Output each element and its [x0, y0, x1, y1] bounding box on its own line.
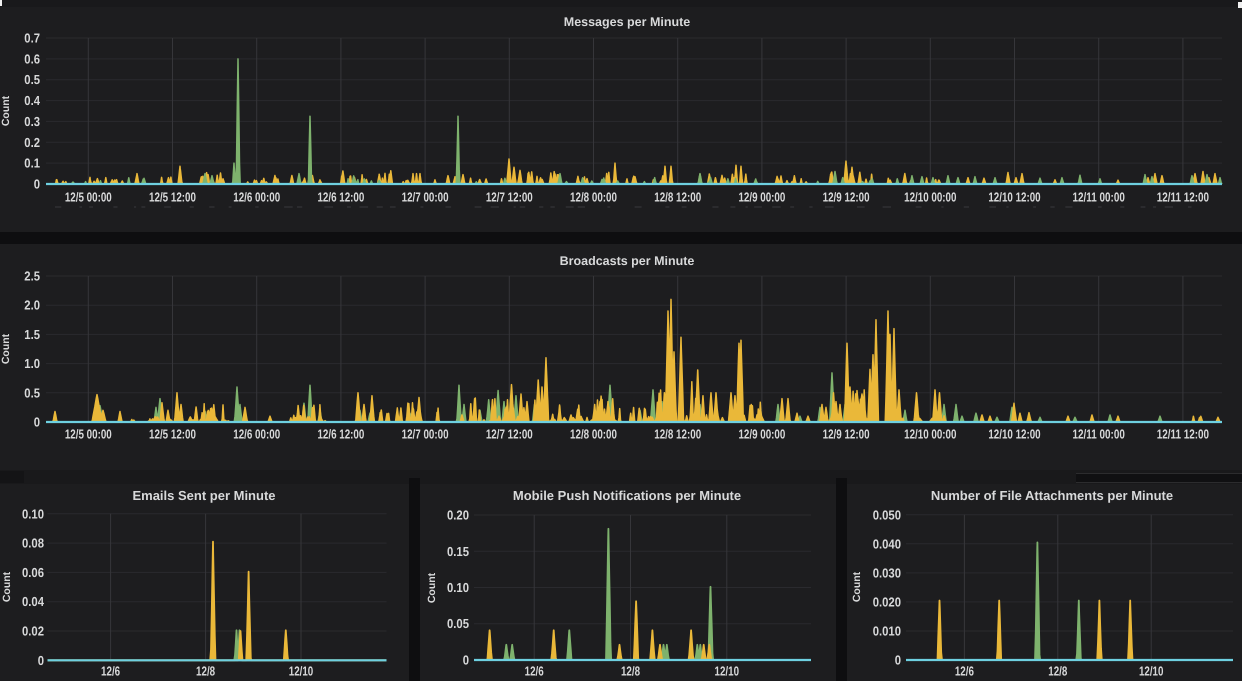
- svg-text:12/8 12:00: 12/8 12:00: [654, 190, 701, 205]
- svg-text:0.20: 0.20: [447, 508, 469, 523]
- svg-text:Count: Count: [851, 571, 863, 602]
- svg-text:0.7: 0.7: [24, 31, 40, 46]
- svg-text:0.02: 0.02: [22, 624, 44, 639]
- svg-text:Messages per Minute: Messages per Minute: [564, 15, 690, 29]
- svg-text:12/8 00:00: 12/8 00:00: [570, 190, 617, 205]
- svg-text:12/11 12:00: 12/11 12:00: [1157, 427, 1209, 442]
- svg-text:0: 0: [38, 653, 44, 668]
- svg-text:0: 0: [463, 653, 469, 668]
- svg-text:12/10: 12/10: [1139, 664, 1164, 679]
- svg-text:Count: Count: [0, 95, 12, 126]
- svg-text:12/7 00:00: 12/7 00:00: [402, 427, 449, 442]
- svg-text:Number of File Attachments per: Number of File Attachments per Minute: [931, 488, 1173, 503]
- svg-text:0.10: 0.10: [447, 580, 469, 595]
- svg-text:0: 0: [34, 415, 40, 430]
- svg-text:0.1: 0.1: [24, 156, 40, 171]
- svg-text:12/7 12:00: 12/7 12:00: [486, 190, 533, 205]
- svg-text:12/11 00:00: 12/11 00:00: [1073, 190, 1125, 205]
- svg-text:12/8 00:00: 12/8 00:00: [570, 427, 617, 442]
- svg-text:2.0: 2.0: [24, 298, 40, 313]
- svg-text:0.04: 0.04: [22, 594, 45, 609]
- svg-text:12/10 12:00: 12/10 12:00: [988, 190, 1040, 205]
- svg-text:12/9 12:00: 12/9 12:00: [823, 190, 870, 205]
- svg-text:12/8: 12/8: [621, 664, 640, 679]
- svg-text:0: 0: [895, 653, 901, 668]
- svg-text:1.0: 1.0: [24, 356, 40, 371]
- svg-text:Mobile Push Notifications per: Mobile Push Notifications per Minute: [513, 488, 741, 503]
- svg-text:0.6: 0.6: [24, 51, 40, 66]
- svg-text:12/10 00:00: 12/10 00:00: [904, 427, 956, 442]
- svg-text:12/7 12:00: 12/7 12:00: [486, 427, 533, 442]
- svg-text:0.4: 0.4: [24, 93, 40, 108]
- svg-text:0.08: 0.08: [22, 536, 44, 551]
- svg-text:0.2: 0.2: [24, 135, 40, 150]
- svg-text:12/7 00:00: 12/7 00:00: [402, 190, 449, 205]
- svg-text:12/6 00:00: 12/6 00:00: [233, 190, 280, 205]
- svg-text:0.030: 0.030: [873, 565, 901, 580]
- svg-text:12/6: 12/6: [101, 664, 120, 679]
- svg-text:12/9 00:00: 12/9 00:00: [738, 190, 785, 205]
- svg-text:Emails Sent per Minute: Emails Sent per Minute: [132, 488, 275, 503]
- svg-text:12/8: 12/8: [196, 664, 215, 679]
- svg-text:12/11 12:00: 12/11 12:00: [1157, 190, 1209, 205]
- svg-text:12/10 12:00: 12/10 12:00: [988, 427, 1040, 442]
- svg-text:0.010: 0.010: [873, 624, 901, 639]
- svg-text:0.05: 0.05: [447, 616, 469, 631]
- svg-text:12/6 00:00: 12/6 00:00: [233, 427, 280, 442]
- svg-text:0.15: 0.15: [447, 544, 469, 559]
- svg-text:12/6: 12/6: [525, 664, 544, 679]
- svg-text:Count: Count: [426, 572, 438, 603]
- svg-text:12/5 12:00: 12/5 12:00: [149, 427, 196, 442]
- svg-text:0.06: 0.06: [22, 565, 44, 580]
- svg-text:2.5: 2.5: [24, 269, 40, 284]
- svg-text:12/5 00:00: 12/5 00:00: [65, 427, 112, 442]
- svg-text:Count: Count: [0, 333, 12, 364]
- svg-text:12/9 12:00: 12/9 12:00: [823, 427, 870, 442]
- svg-text:Broadcasts per Minute: Broadcasts per Minute: [560, 254, 695, 268]
- svg-text:0.020: 0.020: [873, 594, 901, 609]
- svg-text:12/10 00:00: 12/10 00:00: [904, 190, 956, 205]
- svg-text:0.5: 0.5: [24, 72, 40, 87]
- svg-text:12/5 12:00: 12/5 12:00: [149, 190, 196, 205]
- svg-text:0.050: 0.050: [873, 507, 901, 522]
- svg-text:12/5 00:00: 12/5 00:00: [65, 190, 112, 205]
- svg-text:12/10: 12/10: [715, 664, 740, 679]
- svg-text:12/10: 12/10: [289, 664, 314, 679]
- svg-text:12/11 00:00: 12/11 00:00: [1073, 427, 1125, 442]
- svg-text:Count: Count: [1, 571, 13, 602]
- svg-text:0: 0: [34, 177, 40, 192]
- svg-text:12/6 12:00: 12/6 12:00: [317, 190, 364, 205]
- svg-text:0.3: 0.3: [24, 114, 40, 129]
- svg-text:0.5: 0.5: [24, 385, 40, 400]
- svg-text:0.040: 0.040: [873, 536, 901, 551]
- svg-text:12/8 12:00: 12/8 12:00: [654, 427, 701, 442]
- svg-text:0.10: 0.10: [22, 506, 44, 521]
- svg-text:1.5: 1.5: [24, 327, 40, 342]
- svg-text:12/9 00:00: 12/9 00:00: [738, 427, 785, 442]
- svg-text:12/6 12:00: 12/6 12:00: [317, 427, 364, 442]
- svg-text:12/6: 12/6: [955, 664, 974, 679]
- svg-text:12/8: 12/8: [1048, 664, 1067, 679]
